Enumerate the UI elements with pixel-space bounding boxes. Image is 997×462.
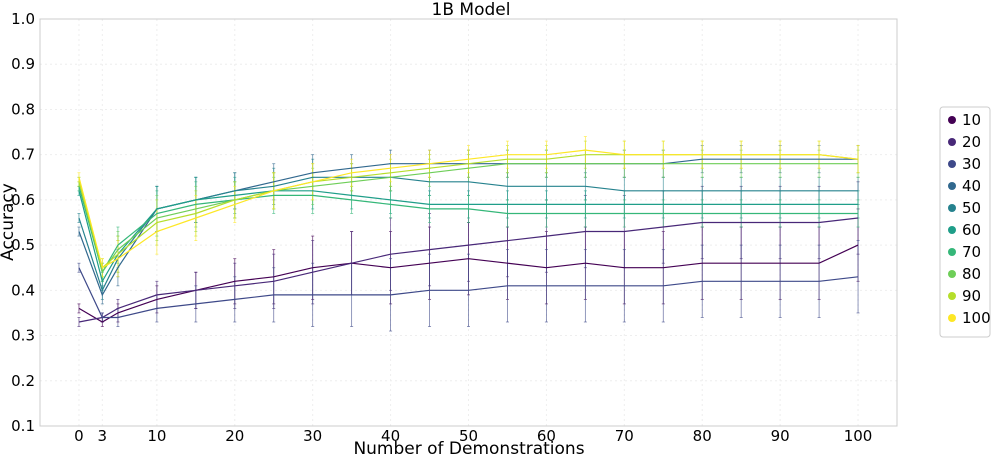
legend: 10 20 30 40 50 60 70 80 90 100 [939,106,991,338]
y-axis-ticks: 0.1 0.2 0.3 0.4 0.5 0.6 0.7 0.8 0.9 1.0 [11,10,35,435]
x-tick-label: 100 [844,427,873,445]
y-tick-label: 0.1 [11,417,35,435]
legend-label: 100 [962,309,991,327]
x-tick-label: 20 [225,427,244,445]
legend-marker-50 [948,204,956,212]
chart-title: 1B Model [432,0,511,20]
series-line-70 [78,186,858,274]
legend-marker-30 [948,160,956,168]
legend-label: 50 [962,199,981,217]
series-line-10 [78,244,859,323]
legend-label: 80 [962,265,981,283]
legend-marker-90 [948,292,956,300]
x-axis-label: Number of Demonstrations [353,439,584,458]
y-tick-label: 0.4 [11,281,35,299]
x-axis-ticks: 0 3 10 20 30 40 50 60 70 80 90 100 [74,427,872,445]
legend-label: 70 [962,243,981,261]
x-tick-label: 3 [98,427,108,445]
x-tick-label: 40 [381,427,400,445]
legend-label: 10 [962,111,981,129]
legend-label: 40 [962,177,981,195]
x-tick-label: 70 [615,427,634,445]
y-tick-label: 0.8 [11,100,35,118]
series-line-30 [78,267,859,319]
legend-marker-40 [948,182,956,190]
series-line-80 [78,163,858,274]
legend-label: 20 [962,133,981,151]
legend-label: 30 [962,155,981,173]
x-tick-label: 80 [693,427,712,445]
y-tick-label: 0.3 [11,327,35,345]
legend-marker-100 [948,314,956,322]
y-tick-label: 0.2 [11,372,35,390]
error-bars-series-30 [77,240,860,332]
y-tick-label: 0.9 [11,55,35,73]
y-tick-label: 0.6 [11,191,35,209]
series-lines [78,149,859,323]
legend-marker-10 [948,116,956,124]
x-tick-label: 60 [537,427,556,445]
x-tick-label: 30 [303,427,322,445]
y-tick-label: 0.5 [11,236,35,254]
legend-marker-20 [948,138,956,146]
x-tick-label: 50 [459,427,478,445]
y-axis-label: Accuracy [0,183,18,261]
series-line-60 [78,190,858,283]
legend-marker-80 [948,270,956,278]
legend-marker-60 [948,226,956,234]
legend-label: 90 [962,287,981,305]
y-tick-label: 0.7 [11,146,35,164]
x-tick-label: 90 [771,427,790,445]
series-line-20 [78,217,859,323]
error-bars [77,136,860,332]
legend-marker-70 [948,248,956,256]
x-tick-label: 0 [74,427,84,445]
y-tick-label: 1.0 [11,10,35,28]
plot-frame [39,18,898,427]
series-line-100 [78,149,859,269]
x-tick-label: 10 [147,427,166,445]
legend-label: 60 [962,221,981,239]
